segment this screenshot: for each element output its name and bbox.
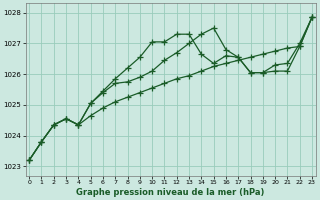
X-axis label: Graphe pression niveau de la mer (hPa): Graphe pression niveau de la mer (hPa) xyxy=(76,188,265,197)
